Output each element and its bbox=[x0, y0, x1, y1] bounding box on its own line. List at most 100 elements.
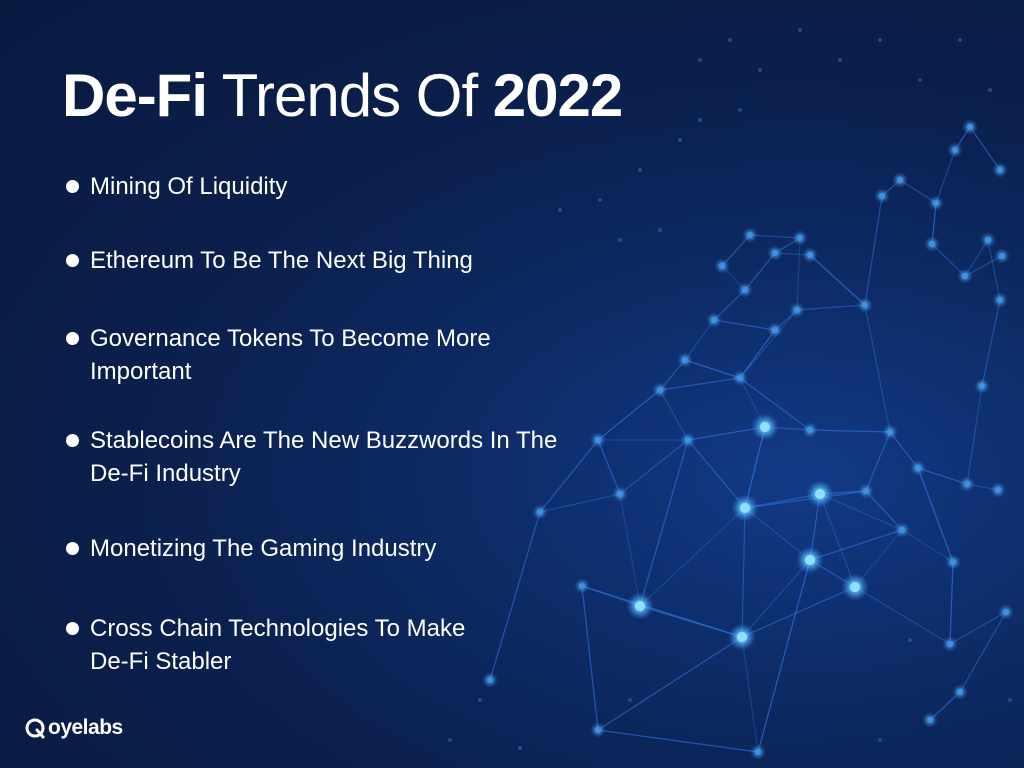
network-node bbox=[797, 235, 803, 241]
network-faint-node bbox=[518, 746, 522, 750]
network-node bbox=[657, 387, 663, 393]
network-node bbox=[997, 167, 1003, 173]
list-item: Stablecoins Are The New Buzzwords In The… bbox=[64, 424, 570, 490]
network-link bbox=[949, 611, 1007, 645]
network-link bbox=[539, 439, 599, 513]
network-faint-node bbox=[918, 78, 922, 82]
network-link bbox=[739, 329, 776, 379]
network-faint-node bbox=[908, 638, 912, 642]
network-node bbox=[579, 583, 585, 589]
network-node bbox=[985, 237, 991, 243]
network-node bbox=[742, 287, 748, 293]
network-link bbox=[935, 149, 956, 204]
network-node bbox=[929, 241, 935, 247]
logo-text: oyelabs bbox=[48, 716, 123, 739]
network-link bbox=[639, 439, 689, 607]
network-link bbox=[966, 385, 983, 485]
bullet-text: Mining Of Liquidity bbox=[90, 173, 288, 200]
network-node bbox=[595, 727, 601, 733]
network-link bbox=[969, 126, 1001, 171]
network-link bbox=[864, 304, 891, 433]
list-item: Monetizing The Gaming Industry bbox=[64, 532, 570, 565]
network-link bbox=[796, 304, 866, 311]
network-link bbox=[865, 431, 891, 492]
network-node bbox=[915, 465, 921, 471]
bullet-icon bbox=[66, 542, 79, 555]
network-faint-node bbox=[678, 138, 682, 142]
network-link bbox=[819, 493, 856, 588]
list-item: Ethereum To Be The Next Big Thing bbox=[64, 244, 570, 277]
network-node bbox=[933, 200, 939, 206]
network-faint-node bbox=[638, 168, 642, 172]
network-link bbox=[865, 490, 903, 531]
network-node bbox=[1003, 609, 1009, 615]
network-link bbox=[687, 439, 746, 509]
bullet-text-continued: Important bbox=[90, 358, 192, 385]
network-node bbox=[487, 677, 493, 683]
network-faint-node bbox=[478, 698, 482, 702]
network-node bbox=[887, 429, 893, 435]
network-node bbox=[595, 437, 601, 443]
network-node bbox=[805, 555, 815, 565]
oyelabs-logo: oyelabs bbox=[24, 713, 123, 743]
network-link bbox=[949, 561, 954, 645]
network-faint-node bbox=[988, 88, 992, 92]
network-node bbox=[537, 509, 543, 515]
network-link bbox=[739, 377, 811, 431]
network-link bbox=[684, 319, 715, 361]
network-node bbox=[737, 375, 743, 381]
bullet-text-continued: De-Fi Stabler bbox=[90, 648, 232, 675]
list-item: Cross Chain Technologies To Make De-Fi S… bbox=[64, 612, 570, 678]
network-link bbox=[489, 511, 541, 681]
network-node bbox=[815, 489, 825, 499]
network-link bbox=[659, 377, 741, 391]
network-link bbox=[741, 636, 759, 753]
bullet-icon bbox=[66, 622, 79, 635]
network-faint-node bbox=[878, 38, 882, 42]
network-faint-node bbox=[958, 38, 962, 42]
network-link bbox=[741, 586, 856, 638]
network-node bbox=[772, 327, 778, 333]
network-link bbox=[684, 359, 741, 379]
network-node bbox=[997, 297, 1003, 303]
network-link bbox=[581, 585, 743, 638]
network-link bbox=[757, 559, 811, 753]
bullet-text: Ethereum To Be The Next Big Thing bbox=[90, 247, 473, 274]
network-link bbox=[619, 439, 689, 495]
network-nodes bbox=[448, 28, 1014, 760]
network-link bbox=[597, 729, 759, 753]
network-node bbox=[635, 601, 645, 611]
network-faint-node bbox=[698, 58, 702, 62]
network-node bbox=[950, 559, 956, 565]
bullet-icon bbox=[66, 180, 79, 193]
network-node bbox=[962, 273, 968, 279]
network-node bbox=[957, 689, 963, 695]
network-node bbox=[685, 437, 691, 443]
network-faint-node bbox=[1008, 698, 1012, 702]
network-link bbox=[581, 585, 599, 731]
network-node bbox=[995, 487, 1001, 493]
network-node bbox=[999, 253, 1005, 259]
network-node bbox=[760, 422, 770, 432]
network-faint-node bbox=[758, 68, 762, 72]
bullet-text: Stablecoins Are The New Buzzwords In The bbox=[90, 427, 558, 454]
network-link bbox=[819, 493, 903, 531]
network-link bbox=[597, 389, 661, 441]
network-link bbox=[539, 493, 621, 513]
network-node bbox=[879, 193, 885, 199]
network-link bbox=[854, 586, 951, 645]
network-faint-node bbox=[878, 738, 882, 742]
title-defi: De-Fi bbox=[62, 62, 208, 129]
title-year: 2022 bbox=[492, 62, 623, 129]
network-node bbox=[740, 503, 750, 513]
network-link bbox=[739, 309, 798, 379]
network-link bbox=[901, 529, 954, 563]
network-faint-node bbox=[598, 198, 602, 202]
slide-title: De-Fi Trends Of 2022 bbox=[62, 58, 623, 134]
bullet-icon bbox=[66, 434, 79, 447]
network-node bbox=[682, 357, 688, 363]
network-link bbox=[809, 529, 903, 561]
network-link bbox=[744, 490, 867, 509]
network-node bbox=[807, 427, 813, 433]
